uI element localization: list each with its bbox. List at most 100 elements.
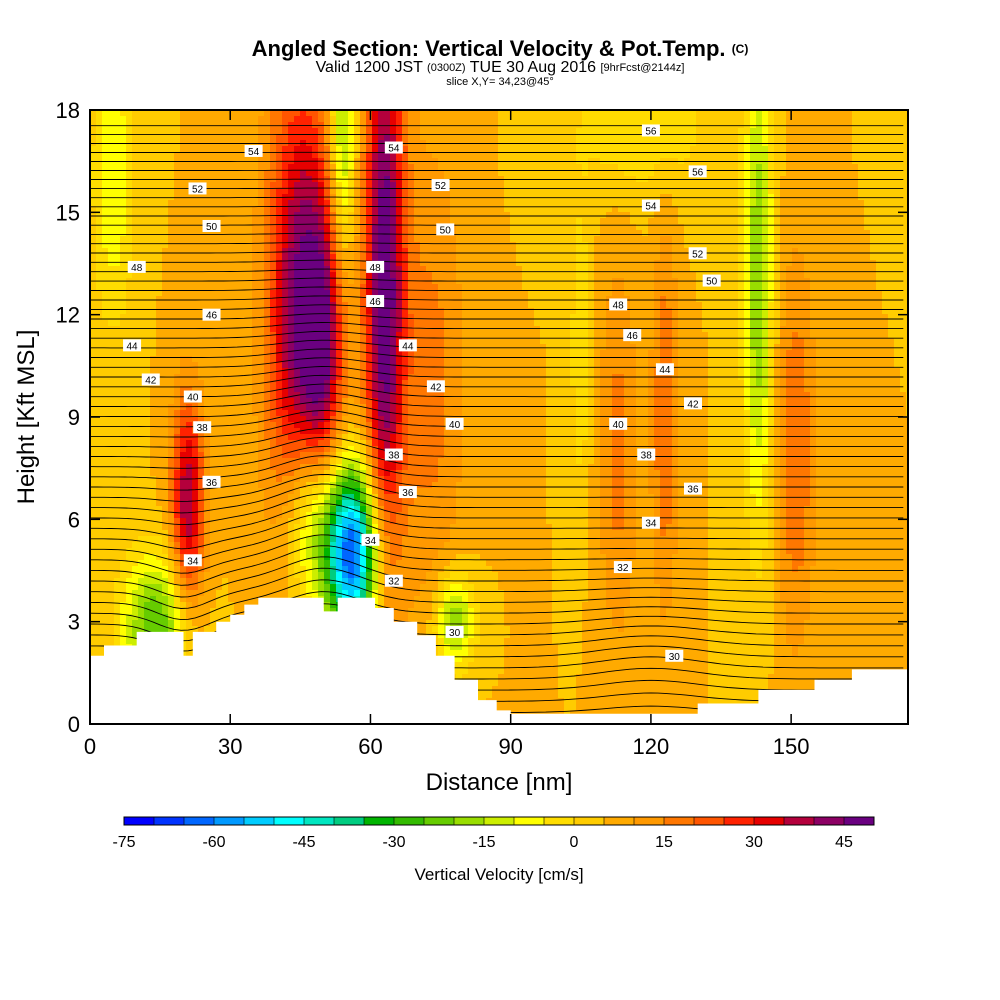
velocity-cell (132, 152, 139, 159)
velocity-cell (312, 572, 319, 579)
velocity-cell (318, 182, 325, 189)
velocity-cell (186, 308, 193, 315)
velocity-cell (132, 284, 139, 291)
velocity-cell (342, 482, 349, 489)
velocity-cell (144, 242, 151, 249)
velocity-cell (114, 524, 121, 531)
velocity-cell (300, 536, 307, 543)
velocity-cell (186, 416, 193, 423)
velocity-cell (246, 392, 253, 399)
velocity-cell (240, 398, 247, 405)
velocity-cell (114, 152, 121, 159)
velocity-cell (96, 560, 103, 567)
velocity-cell (264, 350, 271, 357)
velocity-cell (228, 608, 235, 615)
velocity-cell (336, 278, 343, 285)
velocity-cell (234, 428, 241, 435)
velocity-cell (186, 470, 193, 477)
velocity-cell (252, 578, 259, 585)
velocity-cell (216, 338, 223, 345)
velocity-cell (264, 536, 271, 543)
velocity-cell (354, 356, 361, 363)
velocity-cell (174, 164, 181, 171)
velocity-cell (162, 182, 169, 189)
velocity-cell (210, 236, 217, 243)
velocity-cell (372, 224, 379, 231)
velocity-cell (354, 350, 361, 357)
velocity-cell (246, 374, 253, 381)
velocity-cell (300, 290, 307, 297)
velocity-cell (96, 608, 103, 615)
velocity-cell (348, 290, 355, 297)
velocity-cell (288, 506, 295, 513)
velocity-cell (132, 248, 139, 255)
velocity-cell (216, 134, 223, 141)
velocity-cell (336, 188, 343, 195)
velocity-cell (360, 332, 367, 339)
velocity-cell (300, 206, 307, 213)
velocity-cell (168, 206, 175, 213)
velocity-cell (354, 494, 361, 501)
velocity-cell (156, 584, 163, 591)
velocity-cell (366, 242, 373, 249)
velocity-cell (336, 584, 343, 591)
velocity-cell (372, 236, 379, 243)
velocity-cell (246, 224, 253, 231)
velocity-cell (366, 182, 373, 189)
velocity-cell (186, 500, 193, 507)
velocity-cell (108, 416, 115, 423)
velocity-cell (282, 536, 289, 543)
velocity-cell (120, 308, 127, 315)
velocity-cell (240, 524, 247, 531)
velocity-cell (114, 128, 121, 135)
velocity-cell (318, 446, 325, 453)
velocity-cell (162, 356, 169, 363)
velocity-cell (228, 596, 235, 603)
velocity-cell (312, 404, 319, 411)
velocity-cell (156, 386, 163, 393)
velocity-cell (120, 182, 127, 189)
velocity-cell (360, 398, 367, 405)
velocity-cell (168, 296, 175, 303)
velocity-cell (168, 518, 175, 525)
velocity-cell (282, 110, 289, 117)
velocity-cell (216, 530, 223, 537)
velocity-cell (282, 512, 289, 519)
velocity-cell (366, 548, 373, 555)
velocity-cell (366, 494, 373, 501)
velocity-cell (108, 314, 115, 321)
velocity-cell (216, 386, 223, 393)
velocity-cell (288, 524, 295, 531)
velocity-cell (318, 128, 325, 135)
velocity-cell (306, 458, 313, 465)
velocity-cell (186, 524, 193, 531)
velocity-cell (174, 200, 181, 207)
velocity-cell (246, 110, 253, 117)
velocity-cell (234, 284, 241, 291)
velocity-cell (312, 578, 319, 585)
velocity-cell (324, 146, 331, 153)
velocity-cell (246, 200, 253, 207)
velocity-cell (336, 446, 343, 453)
velocity-cell (246, 488, 253, 495)
velocity-cell (252, 524, 259, 531)
velocity-cell (198, 290, 205, 297)
velocity-cell (222, 428, 229, 435)
velocity-cell (180, 500, 187, 507)
velocity-cell (246, 278, 253, 285)
velocity-cell (312, 314, 319, 321)
velocity-cell (360, 302, 367, 309)
velocity-cell (186, 596, 193, 603)
velocity-cell (174, 584, 181, 591)
velocity-cell (216, 254, 223, 261)
velocity-cell (264, 464, 271, 471)
velocity-cell (90, 368, 97, 375)
velocity-cell (192, 356, 199, 363)
velocity-cell (216, 602, 223, 609)
velocity-cell (144, 368, 151, 375)
velocity-cell (234, 254, 241, 261)
velocity-cell (294, 572, 301, 579)
velocity-cell (372, 272, 379, 279)
velocity-cell (180, 368, 187, 375)
velocity-cell (318, 200, 325, 207)
